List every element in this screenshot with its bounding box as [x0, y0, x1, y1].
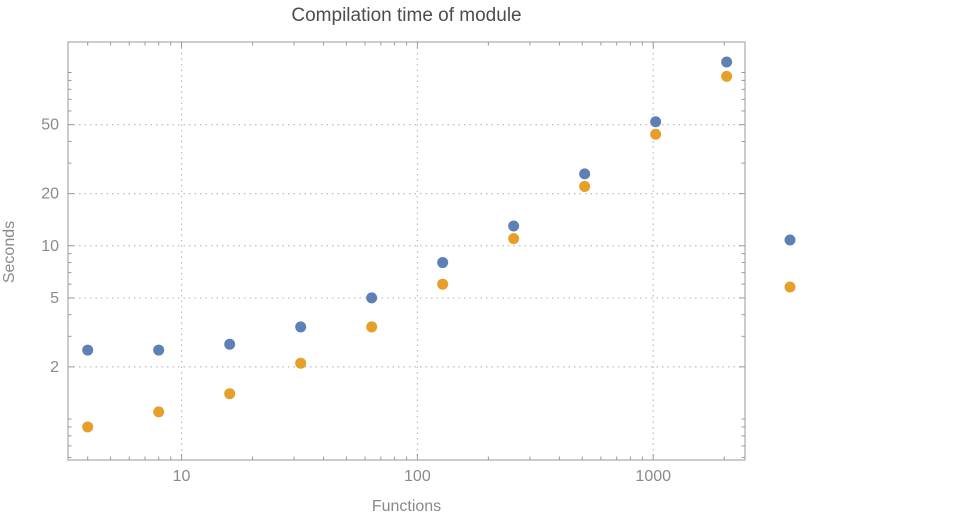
- x-tick-label: 10: [173, 468, 191, 485]
- data-point-orange: [721, 70, 733, 82]
- y-tick-label: 2: [50, 359, 59, 376]
- legend-marker-orange: [784, 281, 796, 293]
- y-tick-label: 5: [50, 290, 59, 307]
- data-point-blue: [366, 292, 378, 304]
- data-point-orange: [366, 321, 378, 333]
- data-point-blue: [153, 344, 165, 356]
- y-tick-label: 50: [41, 117, 59, 134]
- chart-title: Compilation time of module: [291, 5, 522, 26]
- y-tick-label: 10: [41, 238, 59, 255]
- plot-frame: [67, 41, 746, 461]
- data-point-blue: [295, 321, 307, 333]
- data-point-orange: [508, 233, 520, 245]
- data-point-orange: [650, 128, 662, 140]
- data-point-blue: [650, 116, 662, 128]
- data-point-orange: [579, 180, 591, 192]
- x-tick-label: 100: [404, 468, 431, 485]
- data-point-blue: [721, 56, 733, 68]
- data-point-orange: [295, 357, 307, 369]
- data-point-orange: [224, 388, 236, 400]
- data-point-orange: [153, 406, 165, 418]
- legend-marker-blue: [784, 234, 796, 246]
- data-point-blue: [224, 338, 236, 350]
- x-axis-label: Functions: [371, 498, 442, 515]
- data-point-blue: [579, 168, 591, 180]
- y-axis-label: Seconds: [1, 220, 18, 284]
- x-tick-label: 1000: [635, 468, 671, 485]
- data-point-blue: [508, 220, 520, 232]
- data-point-orange: [82, 421, 94, 433]
- y-tick-label: 20: [41, 186, 59, 203]
- data-point-blue: [437, 257, 449, 269]
- data-point-orange: [437, 278, 449, 290]
- data-point-blue: [82, 344, 94, 356]
